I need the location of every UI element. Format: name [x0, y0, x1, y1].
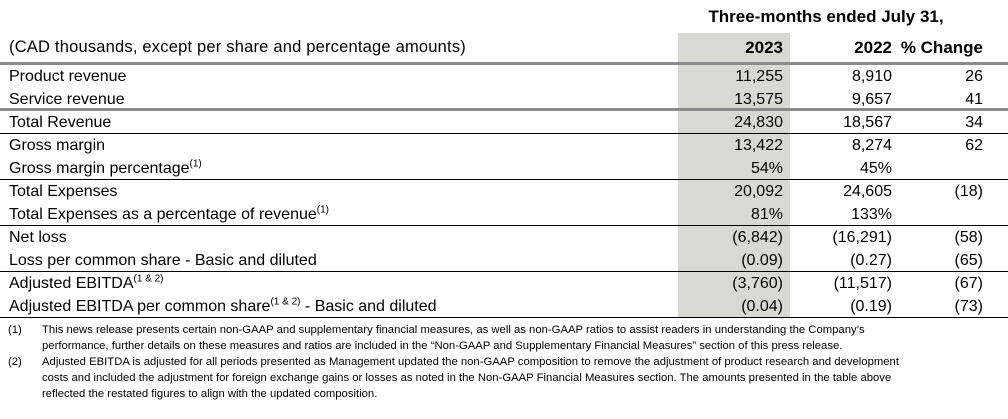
footnote-ref: (1) — [316, 204, 329, 216]
value-change — [897, 203, 1008, 225]
table-row-product-revenue: Product revenue 11,255 8,910 26 — [0, 65, 1008, 88]
value-2022: (0.27) — [850, 252, 892, 269]
row-label: Total Revenue — [9, 114, 112, 131]
value-2022: 18,567 — [843, 114, 892, 131]
value-change: (65) — [954, 252, 983, 269]
value-change: (18) — [954, 183, 983, 200]
col-header-2023: 2023 — [678, 33, 790, 62]
value-2022: 45% — [859, 160, 892, 177]
footnote-ref: (1) — [189, 158, 202, 170]
table-row-loss-per-share: Loss per common share - Basic and dilute… — [0, 249, 1008, 272]
value-2022: 24,605 — [843, 183, 892, 200]
footnote-line: This news release presents certain non-G… — [42, 324, 865, 336]
table-row-total-revenue: Total Revenue 24,830 18,567 34 — [0, 111, 1008, 134]
row-label: Net loss — [9, 229, 67, 246]
value-change: 26 — [965, 68, 983, 85]
value-change: (73) — [954, 298, 983, 315]
value-2022: (11,517) — [833, 275, 892, 292]
value-2023: 20,092 — [678, 180, 790, 203]
value-2023: (0.04) — [678, 295, 790, 317]
row-label: Adjusted EBITDA per common share(1 & 2) … — [9, 296, 437, 315]
value-2023: 81% — [678, 203, 790, 225]
value-2022: 8,910 — [851, 68, 892, 85]
footnote-2: (2) Adjusted EBITDA is adjusted for all … — [0, 354, 1008, 402]
row-label: Adjusted EBITDA(1 & 2) — [9, 273, 164, 292]
value-change — [897, 157, 1008, 179]
value-change: 62 — [965, 137, 983, 154]
period-header: Three-months ended July 31, — [708, 7, 944, 26]
table-row-adjusted-ebitda-per-share: Adjusted EBITDA per common share(1 & 2) … — [0, 295, 1008, 318]
period-header-row: Three-months ended July 31, — [0, 0, 1008, 33]
footnote-line: reflected the restated figures to align … — [42, 388, 378, 400]
row-label: Service revenue — [9, 91, 125, 108]
footnote-line: performance, further details on these me… — [42, 340, 843, 352]
footnotes: (1) This news release presents certain n… — [0, 322, 1008, 402]
table-row-gross-margin: Gross margin 13,422 8,274 62 — [0, 134, 1008, 157]
footnote-marker: (1) — [8, 324, 22, 336]
value-2023: 24,830 — [678, 111, 790, 133]
footnote-line: costs and included the adjustment for fo… — [42, 372, 892, 384]
value-2022: 133% — [851, 206, 892, 223]
value-2023: (0.09) — [678, 249, 790, 271]
column-header-row: (CAD thousands, except per share and per… — [0, 33, 1008, 65]
table-row-total-expenses: Total Expenses 20,092 24,605 (18) — [0, 180, 1008, 203]
value-2022: (0.19) — [850, 298, 892, 315]
row-label: Gross margin percentage(1) — [9, 158, 202, 177]
value-2023: (6,842) — [678, 226, 790, 249]
row-label: Loss per common share - Basic and dilute… — [9, 252, 317, 269]
footnote-ref: (1 & 2) — [270, 296, 301, 308]
value-2023: (3,760) — [678, 272, 790, 295]
value-change: 34 — [965, 114, 983, 131]
row-label: Total Expenses — [9, 183, 118, 200]
value-2022: 9,657 — [851, 91, 892, 108]
footnote-marker: (2) — [8, 356, 22, 368]
value-2023: 11,255 — [678, 65, 790, 88]
row-label: Total Expenses as a percentage of revenu… — [9, 204, 329, 223]
spacer-cell — [0, 0, 678, 33]
table-row-adjusted-ebitda: Adjusted EBITDA(1 & 2) (3,760) (11,517) … — [0, 272, 1008, 295]
value-change: (58) — [954, 229, 983, 246]
table-caption: (CAD thousands, except per share and per… — [9, 38, 466, 56]
value-change: 41 — [965, 91, 983, 108]
value-2023: 13,575 — [678, 88, 790, 108]
table-row-total-expenses-percentage: Total Expenses as a percentage of revenu… — [0, 203, 1008, 226]
row-label: Gross margin — [9, 137, 106, 154]
financial-results-table: Three-months ended July 31, (CAD thousan… — [0, 0, 1008, 318]
value-2023: 13,422 — [678, 134, 790, 157]
col-header-change: % Change — [900, 38, 983, 57]
value-2023: 54% — [678, 157, 790, 179]
footnote-text: Adjusted EBITDA is adjusted for all peri… — [42, 354, 1008, 402]
value-change: (67) — [954, 275, 983, 292]
table-row-service-revenue: Service revenue 13,575 9,657 41 — [0, 88, 1008, 111]
footnote-text: This news release presents certain non-G… — [42, 322, 1008, 354]
row-label: Product revenue — [9, 68, 127, 85]
footnote-line: Adjusted EBITDA is adjusted for all peri… — [42, 356, 899, 368]
row-label-suffix: - Basic and diluted — [300, 298, 437, 315]
footnote-1: (1) This news release presents certain n… — [0, 322, 1008, 354]
value-2022: (16,291) — [832, 229, 892, 246]
value-2022: 8,274 — [851, 137, 892, 154]
col-header-2022: 2022 — [854, 38, 892, 57]
footnote-ref: (1 & 2) — [133, 273, 164, 285]
table-row-gross-margin-percentage: Gross margin percentage(1) 54% 45% — [0, 157, 1008, 180]
table-row-net-loss: Net loss (6,842) (16,291) (58) — [0, 226, 1008, 249]
